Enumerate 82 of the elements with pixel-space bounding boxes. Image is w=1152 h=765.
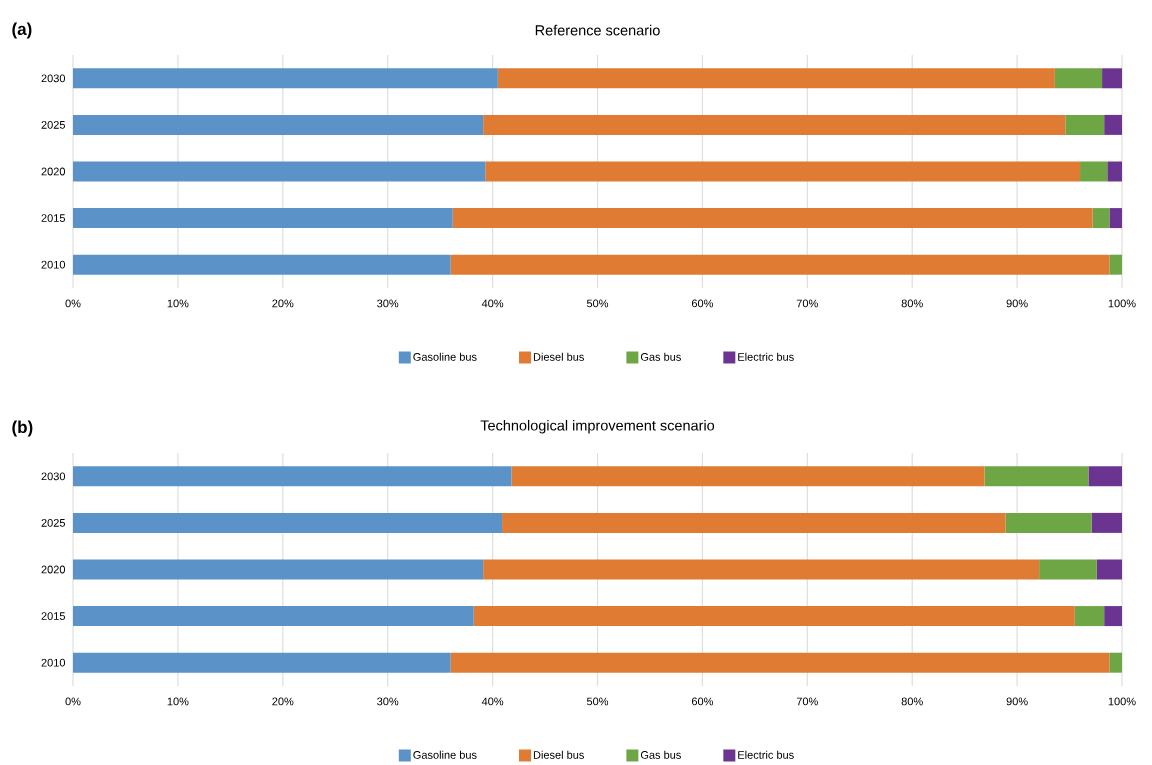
x-tick-label: 10% bbox=[167, 299, 189, 308]
bar bbox=[1109, 254, 1122, 275]
chart-title: Reference scenario bbox=[535, 24, 660, 36]
y-tick-label: 2030 bbox=[41, 74, 66, 83]
bar bbox=[483, 559, 1040, 580]
y-tick-label: 2015 bbox=[41, 214, 65, 222]
x-tick-label: 100% bbox=[1108, 299, 1136, 308]
legend-label: Gasoline bus bbox=[413, 750, 477, 759]
x-tick-label: 30% bbox=[377, 299, 399, 308]
x-tick-label: 70% bbox=[796, 697, 818, 706]
bar bbox=[73, 208, 453, 229]
bar bbox=[984, 466, 1089, 487]
bar bbox=[450, 254, 1110, 275]
bar bbox=[1102, 68, 1122, 89]
x-tick-label: 40% bbox=[481, 299, 504, 308]
y-tick-label: 2025 bbox=[41, 519, 65, 527]
x-tick-label: 60% bbox=[691, 299, 713, 308]
x-tick-label: 80% bbox=[901, 299, 923, 308]
x-tick-label: 50% bbox=[586, 299, 609, 308]
bar bbox=[511, 466, 985, 487]
legend-label: Gas bus bbox=[640, 750, 681, 759]
bar bbox=[1091, 512, 1122, 533]
bar bbox=[1092, 208, 1110, 229]
bar bbox=[73, 559, 484, 580]
bar bbox=[1107, 161, 1122, 182]
y-tick-label: 2025 bbox=[41, 121, 65, 129]
bar bbox=[483, 114, 1066, 135]
legend-label: Electric bus bbox=[738, 352, 794, 361]
x-tick-label: 60% bbox=[691, 697, 713, 706]
legend-label: Diesel bus bbox=[533, 750, 584, 759]
x-tick-label: 80% bbox=[901, 697, 923, 706]
bar bbox=[1109, 208, 1122, 229]
x-tick-label: 20% bbox=[272, 299, 294, 308]
bar bbox=[1088, 466, 1122, 487]
x-tick-label: 20% bbox=[272, 697, 294, 706]
x-tick-label: 100% bbox=[1108, 697, 1136, 706]
bar bbox=[1109, 652, 1122, 673]
y-tick-label: 2015 bbox=[41, 612, 65, 620]
bar bbox=[1039, 559, 1097, 580]
legend-label: Electric bus bbox=[738, 750, 794, 759]
bar bbox=[73, 652, 451, 673]
x-tick-label: 40% bbox=[481, 697, 504, 706]
x-tick-label: 0% bbox=[65, 697, 81, 706]
y-tick-label: 2030 bbox=[41, 472, 66, 481]
bar bbox=[73, 68, 498, 89]
chart-title: Technological improvement scenario bbox=[480, 419, 715, 434]
text: (a) bbox=[12, 22, 32, 39]
bar bbox=[1096, 559, 1122, 580]
legend-label: Gas bus bbox=[640, 352, 681, 361]
bar bbox=[73, 114, 484, 135]
bar bbox=[497, 68, 1055, 89]
bar bbox=[1104, 606, 1122, 627]
y-tick-label: 2010 bbox=[41, 260, 66, 269]
legend-label: Diesel bus bbox=[533, 352, 584, 361]
bar bbox=[450, 652, 1110, 673]
bar bbox=[1074, 606, 1105, 627]
bar bbox=[485, 161, 1081, 182]
x-tick-label: 70% bbox=[796, 299, 818, 308]
bar bbox=[1080, 161, 1108, 182]
bar bbox=[1104, 114, 1122, 135]
bar bbox=[73, 254, 451, 275]
x-tick-label: 0% bbox=[65, 299, 81, 308]
y-tick-label: 2020 bbox=[41, 167, 66, 176]
bar bbox=[473, 606, 1075, 627]
bar bbox=[1054, 68, 1103, 89]
x-tick-label: 50% bbox=[586, 697, 609, 706]
text: (b) bbox=[12, 420, 33, 437]
y-tick-label: 2010 bbox=[41, 658, 66, 667]
x-tick-label: 30% bbox=[377, 697, 399, 706]
bar bbox=[73, 606, 474, 627]
y-tick-label: 2020 bbox=[41, 565, 66, 574]
bar bbox=[502, 512, 1006, 533]
x-tick-label: 10% bbox=[167, 697, 189, 706]
bar bbox=[452, 208, 1093, 229]
x-tick-label: 90% bbox=[1006, 299, 1028, 308]
legend-label: Gasoline bus bbox=[413, 352, 477, 361]
bar bbox=[73, 466, 512, 487]
x-tick-label: 90% bbox=[1006, 697, 1028, 706]
bar bbox=[1005, 512, 1092, 533]
bar bbox=[73, 161, 486, 182]
bar bbox=[1065, 114, 1105, 135]
bar bbox=[73, 512, 503, 533]
